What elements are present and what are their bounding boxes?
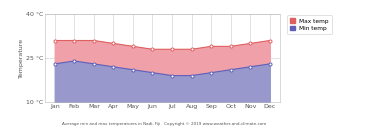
- Text: Average min and max temperatures in Nadi, Fiji   Copyright © 2019 www.weather-an: Average min and max temperatures in Nadi…: [62, 122, 266, 126]
- Y-axis label: Temperature: Temperature: [19, 38, 24, 78]
- Legend: Max temp, Min temp: Max temp, Min temp: [287, 15, 332, 34]
